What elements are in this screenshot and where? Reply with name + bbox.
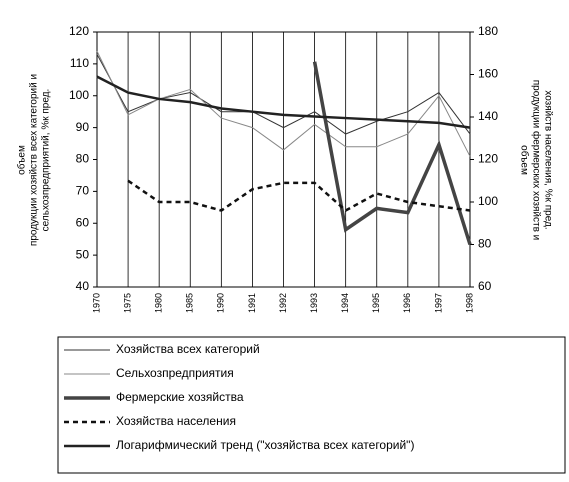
legend-label: Хозяйства всех категорий [116, 342, 260, 356]
y-tick-label: 90 [76, 120, 90, 134]
y2-tick-label: 80 [478, 237, 492, 251]
x-tick-label: 1996 [402, 293, 412, 313]
legend-label: Логарифмический тренд ("хозяйства всех к… [116, 438, 414, 452]
y2-tick-label: 140 [478, 109, 498, 123]
y2-axis-title: продукции фермерских хозяйств и [530, 80, 542, 240]
x-tick-label: 1970 [91, 293, 101, 313]
y2-axis-title: хозяйств населения, %к пред. [542, 90, 553, 229]
y-tick-label: 50 [76, 247, 90, 261]
legend-label: Хозяйства населения [116, 414, 236, 428]
x-tick-label: 1985 [185, 293, 195, 313]
y-tick-label: 120 [69, 24, 89, 38]
y-axis-title: продукции хозяйств всех категорий и [29, 74, 40, 246]
series-line [127, 179, 471, 213]
x-tick-label: 1993 [309, 293, 319, 313]
series-line [312, 61, 472, 246]
y2-tick-label: 100 [478, 194, 498, 208]
y2-tick-label: 60 [478, 279, 492, 293]
x-tick-label: 1990 [216, 293, 226, 313]
x-tick-label: 1995 [371, 293, 381, 313]
x-tick-label: 1980 [154, 293, 164, 313]
legend-box [57, 336, 566, 474]
legend-label: Сельхозпредприятия [116, 366, 234, 380]
y-tick-label: 40 [76, 279, 90, 293]
x-tick-label: 1998 [464, 293, 474, 313]
y2-axis-title: объем [518, 145, 530, 175]
y-axis-title: объем [16, 145, 28, 175]
legend-label: Фермерские хозяйства [116, 390, 244, 404]
y2-tick-label: 120 [478, 152, 498, 166]
x-tick-label: 1975 [122, 293, 132, 313]
y-tick-label: 60 [76, 215, 90, 229]
y-tick-label: 100 [69, 88, 89, 102]
y-axis-title: сельхозпредприятий, %к пред. [41, 89, 52, 232]
y2-tick-label: 180 [478, 24, 498, 38]
y-tick-label: 110 [70, 56, 89, 70]
y-tick-label: 70 [76, 184, 90, 198]
x-tick-label: 1997 [433, 293, 443, 313]
y-tick-label: 80 [76, 152, 90, 166]
x-tick-label: 1994 [340, 293, 350, 313]
y2-tick-label: 160 [478, 67, 498, 81]
x-tick-label: 1991 [247, 293, 257, 313]
series-line [96, 75, 471, 129]
x-tick-label: 1992 [278, 293, 288, 313]
